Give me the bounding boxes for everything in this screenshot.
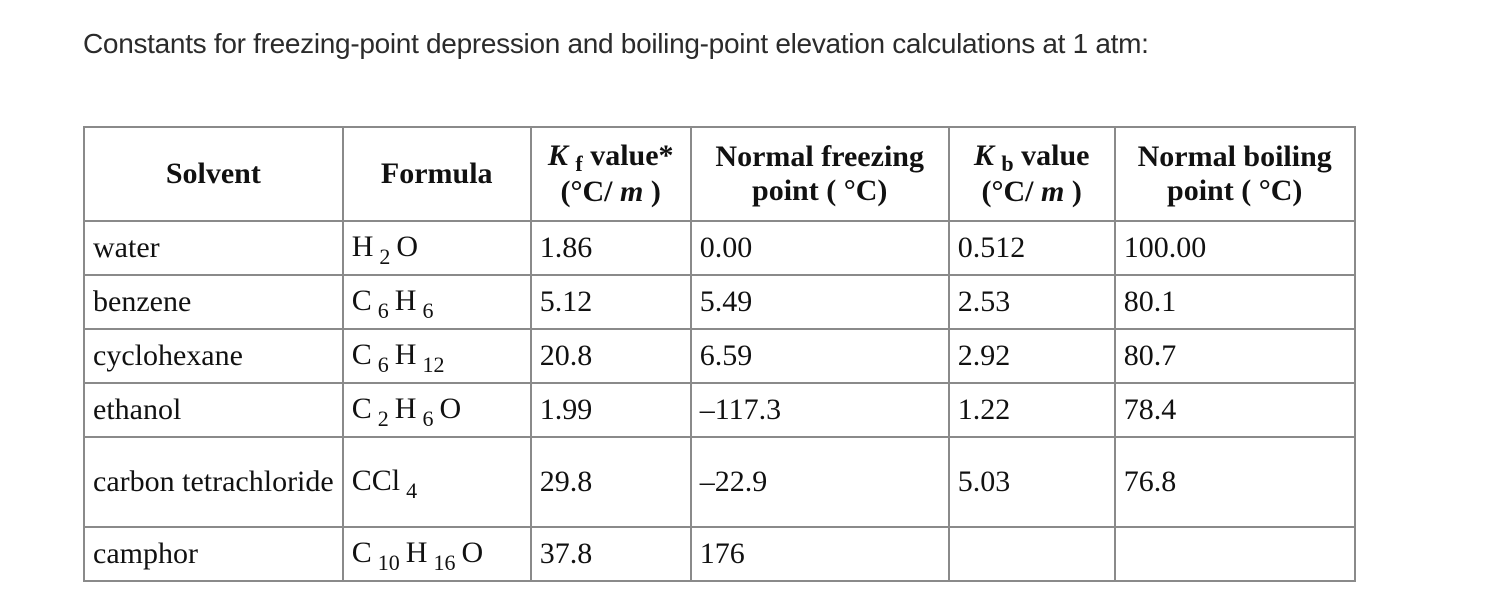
cell-kf: 1.99 (529, 382, 692, 438)
cell-kf: 20.8 (529, 328, 692, 384)
formula-element: H (394, 392, 417, 425)
cell-normal-freezing-point: –22.9 (689, 436, 950, 528)
cell-kb (947, 526, 1116, 582)
table-row: cyclohexane C 6 H 12 20.8 6.59 2.92 80.7 (83, 328, 1356, 384)
formula-element: H (394, 284, 417, 317)
cell-normal-boiling-point: 78.4 (1113, 382, 1356, 438)
table-row: benzene C 6 H 6 5.12 5.49 2.53 80.1 (83, 274, 1356, 330)
formula-subscript: 12 (422, 352, 445, 377)
header-kf: K f value* (°C/ m ) (529, 126, 692, 222)
cell-solvent: carbon tetrachloride (83, 436, 344, 528)
cell-kb: 0.512 (947, 220, 1116, 276)
cell-solvent: ethanol (83, 382, 344, 438)
cell-formula: C 6 H 6 (341, 274, 532, 330)
formula-subscript: 2 (379, 244, 391, 269)
cell-solvent: camphor (83, 526, 344, 582)
cell-solvent: water (83, 220, 344, 276)
header-solvent: Solvent (83, 126, 344, 222)
cell-formula: CCl 4 (341, 436, 532, 528)
cell-formula: H 2 O (341, 220, 532, 276)
formula-element: C (351, 338, 372, 371)
table-row: ethanol C 2 H 6 O 1.99 –117.3 1.22 78.4 (83, 382, 1356, 438)
formula-subscript: 4 (406, 478, 418, 503)
cell-kf: 5.12 (529, 274, 692, 330)
cell-normal-freezing-point: 176 (689, 526, 950, 582)
cell-kf: 29.8 (529, 436, 692, 528)
cell-kb: 2.53 (947, 274, 1116, 330)
cell-normal-boiling-point (1113, 526, 1356, 582)
cell-kb: 5.03 (947, 436, 1116, 528)
formula-element: H (351, 230, 374, 263)
cell-kf: 37.8 (529, 526, 692, 582)
formula-element: H (405, 536, 428, 569)
table-row: water H 2 O 1.86 0.00 0.512 100.00 (83, 220, 1356, 276)
cell-normal-boiling-point: 76.8 (1113, 436, 1356, 528)
cell-solvent: cyclohexane (83, 328, 344, 384)
cell-solvent: benzene (83, 274, 344, 330)
formula-subscript: 10 (377, 550, 400, 575)
cell-normal-boiling-point: 80.1 (1113, 274, 1356, 330)
formula-subscript: 6 (422, 298, 434, 323)
header-normal-freezing-point: Normal freezing point ( °C) (689, 126, 950, 222)
formula-subscript: 6 (377, 298, 389, 323)
cell-normal-freezing-point: 0.00 (689, 220, 950, 276)
formula-element: O (461, 536, 484, 569)
constants-table: Solvent Formula K f value* (°C/ m ) Norm… (83, 126, 1356, 582)
cell-kb: 1.22 (947, 382, 1116, 438)
formula-subscript: 16 (433, 550, 456, 575)
cell-kf: 1.86 (529, 220, 692, 276)
table-body: water H 2 O 1.86 0.00 0.512 100.00 benzene C 6 … (83, 220, 1356, 582)
table-row: camphor C 10 H 16 O 37.8 176 (83, 526, 1356, 582)
formula-element: C (351, 536, 372, 569)
formula-element: O (439, 392, 462, 425)
cell-formula: C 2 H 6 O (341, 382, 532, 438)
cell-formula: C 6 H 12 (341, 328, 532, 384)
header-normal-boiling-point: Normal boiling point ( °C) (1113, 126, 1356, 222)
cell-kb: 2.92 (947, 328, 1116, 384)
formula-element: C (351, 392, 372, 425)
cell-normal-boiling-point: 80.7 (1113, 328, 1356, 384)
cell-normal-freezing-point: 6.59 (689, 328, 950, 384)
formula-subscript: 2 (377, 406, 389, 431)
cell-normal-boiling-point: 100.00 (1113, 220, 1356, 276)
table-row: carbon tetrachloride CCl 4 29.8 –22.9 5.03 76… (83, 436, 1356, 528)
header-kb: K b value (°C/ m ) (947, 126, 1116, 222)
formula-subscript: 6 (377, 352, 389, 377)
formula-subscript: 6 (422, 406, 434, 431)
header-formula: Formula (341, 126, 532, 222)
formula-element: C (351, 284, 372, 317)
cell-normal-freezing-point: –117.3 (689, 382, 950, 438)
formula-element: H (394, 338, 417, 371)
cell-formula: C 10 H 16 O (341, 526, 532, 582)
header-row: Solvent Formula K f value* (°C/ m ) Norm… (83, 126, 1356, 222)
formula-element: O (396, 230, 419, 263)
cell-normal-freezing-point: 5.49 (689, 274, 950, 330)
intro-text: Constants for freezing-point depression … (83, 28, 1149, 59)
formula-element: CCl (351, 464, 401, 497)
